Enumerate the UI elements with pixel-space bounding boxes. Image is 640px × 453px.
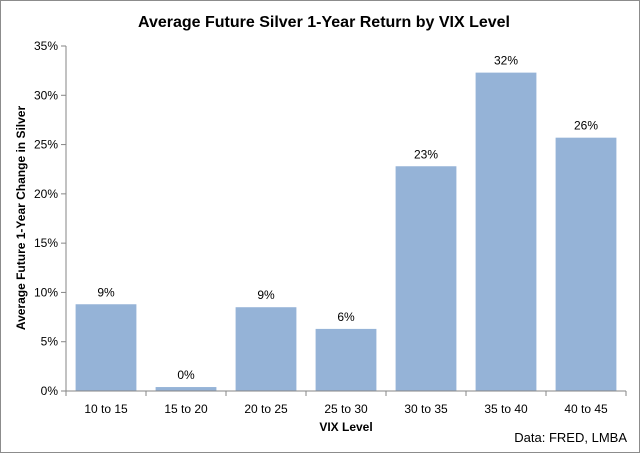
data-label: 0% (177, 368, 195, 382)
data-label: 6% (337, 310, 355, 324)
x-tick-label: 35 to 40 (484, 402, 528, 416)
y-tick-label: 0% (41, 384, 59, 398)
bar (315, 328, 377, 391)
data-label: 26% (574, 119, 598, 133)
y-tick-label: 20% (34, 187, 58, 201)
bar (235, 307, 297, 391)
source-note: Data: FRED, LMBA (514, 430, 627, 445)
chart-title: Average Future Silver 1-Year Return by V… (138, 14, 510, 31)
data-labels: 9% 0% 9% 6% 23% 32% 26% (97, 54, 598, 382)
data-label: 9% (97, 285, 115, 299)
y-axis-ticks: 0% 5% 10% 15% 20% 25% 30% 35% (34, 39, 66, 398)
x-tick-label: 30 to 35 (404, 402, 448, 416)
x-tick-label: 10 to 15 (84, 402, 128, 416)
x-axis-ticks: 10 to 15 15 to 20 20 to 25 25 to 30 30 to 35… (65, 391, 627, 416)
y-tick-label: 10% (34, 285, 58, 299)
y-tick-label: 15% (34, 236, 58, 250)
bar (475, 72, 537, 391)
y-tick-label: 35% (34, 39, 58, 53)
y-tick-label: 5% (41, 335, 59, 349)
x-tick-label: 25 to 30 (324, 402, 368, 416)
bar (395, 166, 457, 391)
y-axis-title: Average Future 1-Year Change in Silver (14, 106, 28, 331)
data-label: 9% (257, 288, 275, 302)
data-label: 23% (414, 147, 438, 161)
y-tick-label: 25% (34, 138, 58, 152)
data-label: 32% (494, 54, 518, 68)
x-tick-label: 20 to 25 (244, 402, 288, 416)
bar (75, 304, 137, 391)
x-axis-title: VIX Level (319, 420, 372, 434)
bar (555, 137, 617, 391)
bar (155, 387, 217, 391)
bars (75, 72, 617, 391)
x-tick-label: 40 to 45 (564, 402, 608, 416)
y-tick-label: 30% (34, 88, 58, 102)
x-tick-label: 15 to 20 (164, 402, 208, 416)
